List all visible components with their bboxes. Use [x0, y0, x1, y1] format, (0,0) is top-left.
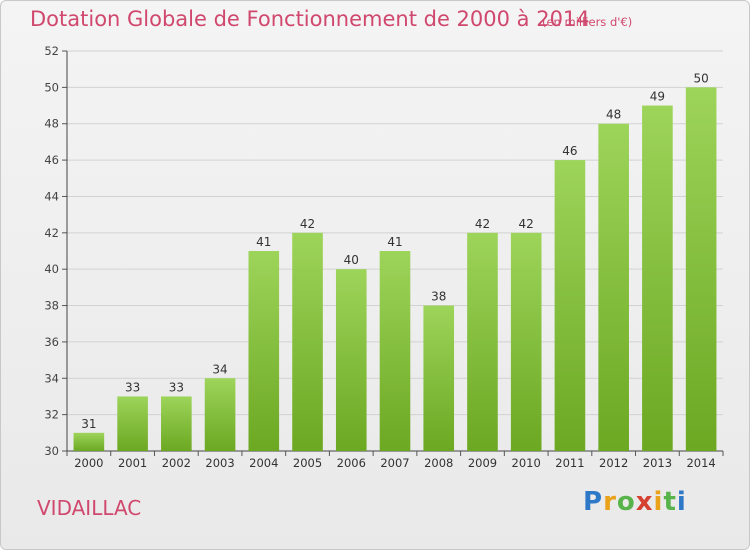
data-label-2001: 33 [125, 380, 140, 394]
y-tick-label: 48 [44, 117, 59, 131]
data-label-2000: 31 [81, 417, 96, 431]
bar-2005 [292, 232, 323, 451]
data-label-2012: 48 [606, 108, 621, 122]
y-tick-label: 34 [44, 371, 59, 385]
x-tick-label: 2014 [686, 456, 715, 470]
x-tick-label: 2001 [118, 456, 147, 470]
bar-2009 [467, 232, 498, 451]
bar-2007 [379, 251, 411, 451]
bar-2012 [598, 123, 629, 452]
data-label-2006: 40 [344, 253, 359, 267]
x-tick-label: 2009 [468, 456, 497, 470]
data-label-2003: 34 [212, 362, 227, 376]
y-tick-label: 38 [44, 299, 59, 313]
x-tick-label: 2006 [337, 456, 366, 470]
bar-2004 [248, 251, 280, 451]
x-tick-label: 2013 [643, 456, 672, 470]
y-tick-label: 46 [44, 153, 59, 167]
x-tick-label: 2005 [293, 456, 322, 470]
x-tick-label: 2008 [424, 456, 453, 470]
y-tick-label: 32 [44, 408, 59, 422]
x-tick-label: 2010 [512, 456, 541, 470]
data-label-2010: 42 [519, 217, 534, 231]
chart-title: Dotation Globale de Fonctionnement de 20… [30, 7, 590, 31]
bars [73, 87, 717, 452]
y-tick-label: 52 [44, 44, 59, 58]
data-label-2004: 41 [256, 235, 271, 249]
data-label-2007: 41 [387, 235, 402, 249]
proxiti-logo: Proxiti [583, 487, 687, 517]
bar-2001 [117, 396, 148, 451]
x-tick-label: 2003 [205, 456, 234, 470]
x-tick-label: 2011 [555, 456, 584, 470]
bar-2000 [73, 432, 105, 451]
data-labels: 31 33 33 34 41 42 40 41 38 42 42 46 48 49 50 [81, 71, 709, 430]
y-tick-label: 36 [44, 335, 59, 349]
x-tick-label: 2002 [162, 456, 191, 470]
bar-2003 [204, 378, 236, 451]
bar-2006 [335, 269, 367, 451]
data-label-2013: 49 [650, 90, 665, 104]
x-tick-label: 2007 [380, 456, 409, 470]
data-label-2002: 33 [169, 380, 184, 394]
y-tick-label: 30 [44, 444, 59, 458]
bar-2008 [423, 305, 455, 451]
x-tick-label: 2012 [599, 456, 628, 470]
data-label-2008: 38 [431, 290, 446, 304]
y-tick-label: 50 [44, 80, 59, 94]
x-tick-label: 2000 [74, 456, 103, 470]
chart-subtitle: (en milliers d'€) [542, 15, 633, 29]
y-tick-label: 44 [44, 189, 59, 203]
y-tick-label: 40 [44, 262, 59, 276]
data-label-2009: 42 [475, 217, 490, 231]
bar-2011 [554, 160, 586, 451]
y-tick-label: 42 [44, 226, 59, 240]
bar-2014 [685, 87, 717, 451]
bar-2013 [642, 105, 673, 451]
bar-2002 [161, 396, 192, 451]
bar-2010 [510, 232, 542, 451]
data-label-2005: 42 [300, 217, 315, 231]
data-label-2014: 50 [693, 71, 708, 85]
x-tick-label: 2004 [249, 456, 278, 470]
commune-name: VIDAILLAC [37, 496, 142, 520]
data-label-2011: 46 [562, 144, 577, 158]
